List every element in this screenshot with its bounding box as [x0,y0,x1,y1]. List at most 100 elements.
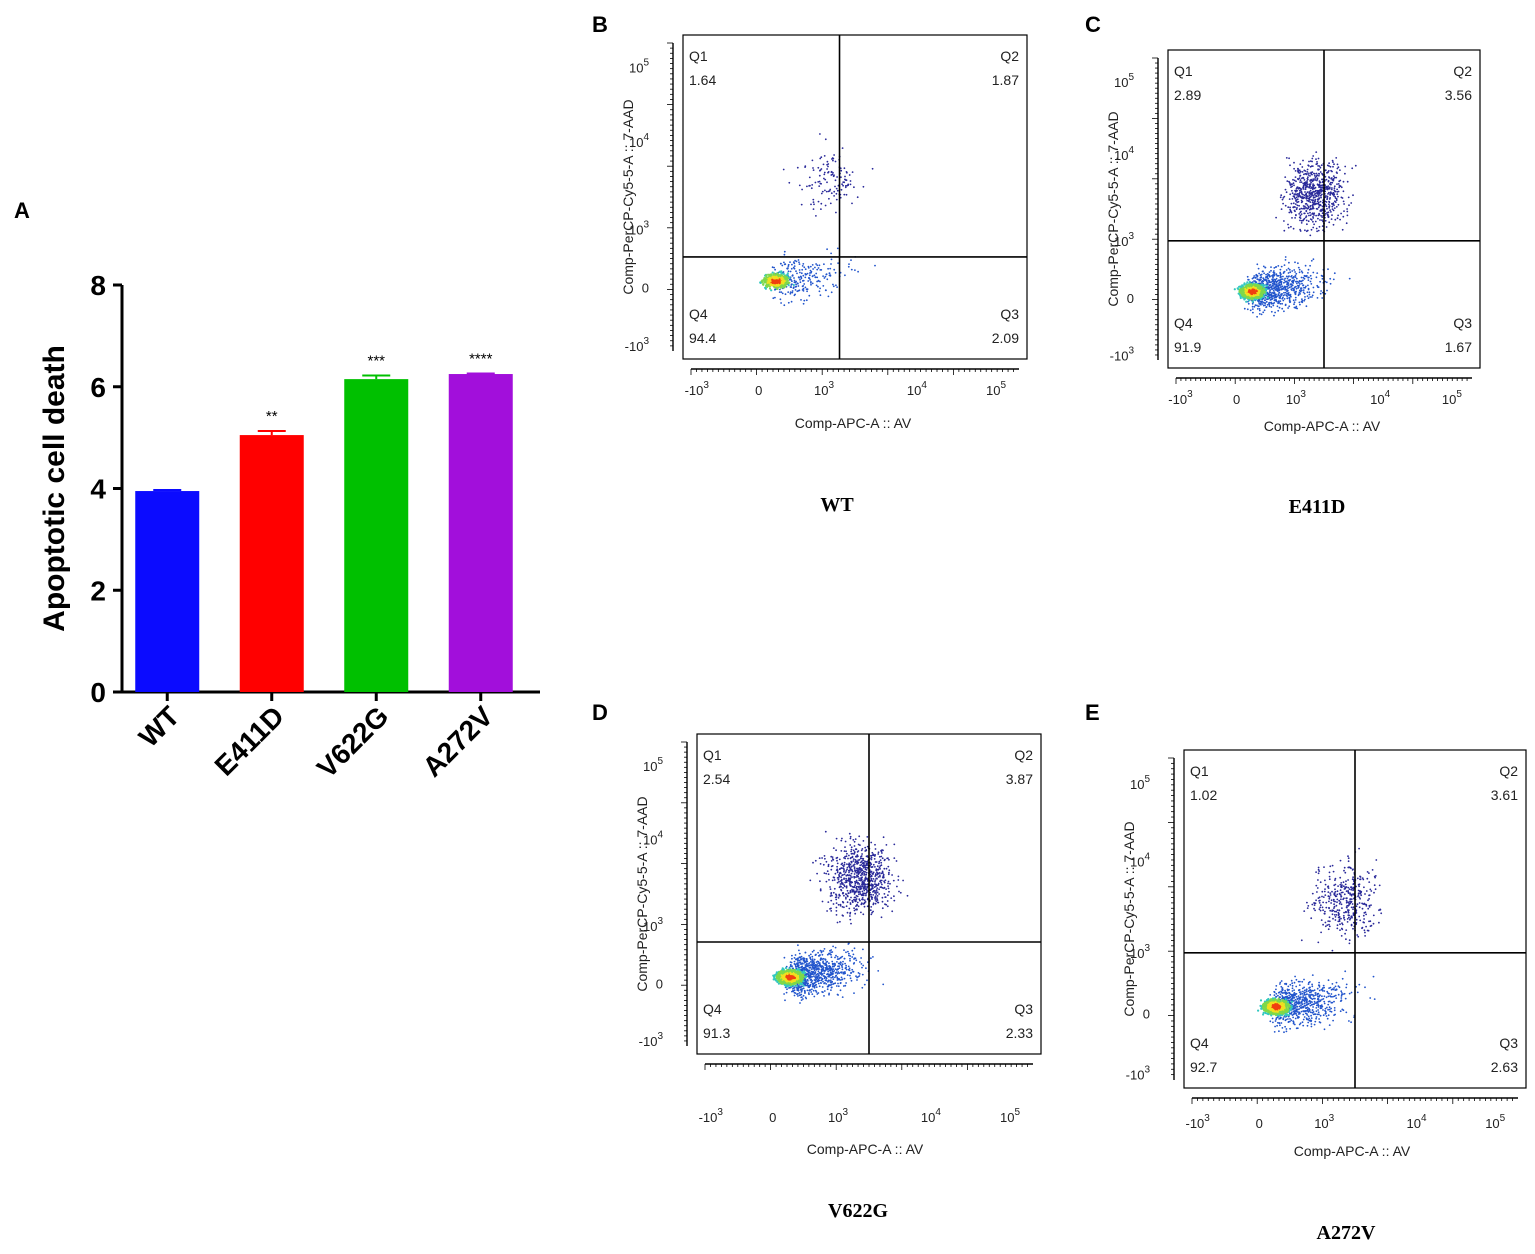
event-dot [1283,291,1285,294]
event-dot [1247,295,1250,298]
event-dot [764,281,767,284]
event-dot [832,847,835,849]
event-dot [830,263,832,265]
event-dot [1278,296,1281,299]
event-dot [1270,310,1273,313]
event-dot [1293,306,1296,309]
event-dot [843,977,846,980]
event-dot [817,166,820,169]
event-dot [1278,289,1281,292]
event-dot [1302,186,1305,189]
event-dot [1282,294,1285,297]
event-dot [812,169,815,172]
event-dot [1333,207,1336,210]
plot-frame [682,34,1028,360]
event-dot [1335,199,1338,202]
event-dot [1275,298,1277,301]
event-dot [1299,293,1301,295]
event-dot [791,280,793,283]
event-dot [871,167,874,170]
event-dot [1331,159,1334,162]
event-dot [836,881,839,884]
event-dot [1288,261,1290,264]
event-dot [1314,220,1317,223]
event-dot [1275,277,1278,280]
event-dot [888,890,890,893]
event-dot [768,273,771,277]
event-dot [1298,177,1301,180]
event-dot [850,922,852,925]
event-dot [874,873,877,875]
event-dot [1338,186,1341,189]
event-dot [836,862,839,865]
event-dot [793,279,796,282]
event-dot [798,184,801,187]
event-dot [783,253,786,256]
event-dot [1331,187,1333,189]
event-dot [837,897,840,899]
event-dot [1289,193,1292,196]
event-dot [854,838,857,840]
event-dot [1265,280,1268,283]
event-dot [1255,281,1258,284]
event-dot [1304,264,1307,267]
event-dot [1338,180,1341,183]
event-dot [1291,189,1293,192]
event-dot [1334,195,1336,198]
event-dot [1314,176,1317,179]
event-dot [850,872,853,875]
event-dot [827,901,830,903]
event-dot [836,176,838,178]
event-dot [875,868,878,871]
event-dot [1312,220,1314,223]
event-dot [1305,219,1308,222]
event-dot [778,291,781,293]
event-dot [825,273,828,276]
event-dot [830,192,833,195]
y-tick-label: -103 [625,336,650,354]
event-dot [794,259,796,262]
event-dot [790,267,793,270]
event-dot [827,295,830,298]
event-dot [1305,173,1308,176]
event-dot [1327,216,1330,219]
event-dot [887,887,890,890]
event-dot [1326,197,1329,199]
event-dot [1313,202,1316,204]
event-dot [811,282,814,285]
event-dot [1295,208,1298,211]
event-dot [1313,172,1315,175]
event-dot [876,865,879,868]
event-dot [1296,307,1298,310]
event-dot [827,171,830,173]
event-dot [1307,164,1310,167]
event-dot [1303,277,1306,280]
event-dot [1340,212,1342,215]
event-dot [1303,196,1306,199]
event-dot [772,273,775,276]
event-dot [1305,192,1308,195]
event-dot [824,830,827,833]
event-dot [802,263,805,265]
event-dot [847,892,850,895]
event-dot [782,282,785,285]
event-dot [1262,265,1265,268]
event-dot [1315,195,1318,198]
event-dot [802,279,804,282]
event-dot [893,895,895,898]
event-dot [1302,279,1304,282]
event-dot [1324,212,1327,215]
event-dot [880,881,882,884]
event-dot [878,888,880,891]
event-dot [820,208,822,211]
event-dot [1297,167,1299,170]
event-dot [1277,309,1280,312]
event-dot [1301,301,1304,304]
event-dot [833,154,835,156]
event-dot [831,157,834,159]
event-dot [1251,277,1254,280]
event-dot [1328,200,1330,203]
event-dot [871,896,874,899]
event-dot [1283,270,1286,273]
event-dot [865,893,867,895]
